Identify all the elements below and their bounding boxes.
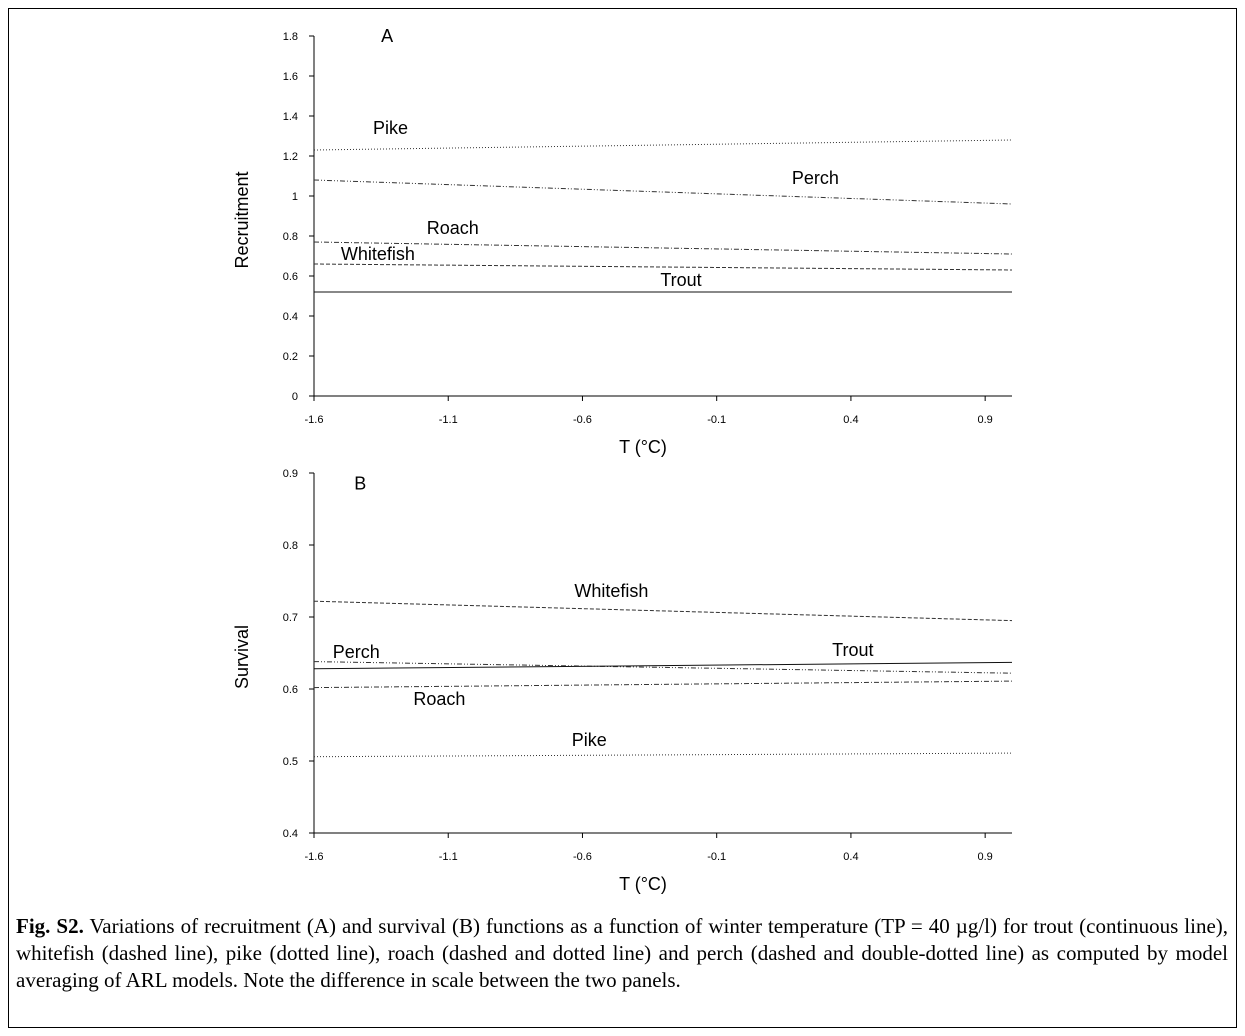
x-tick-label: -0.1: [707, 851, 726, 863]
y-tick-label: 1.6: [283, 71, 298, 83]
y-tick-label: 0.7: [283, 612, 298, 624]
y-tick-label: 0.6: [283, 684, 298, 696]
series-perch-label: Perch: [333, 642, 380, 662]
y-tick-label: 0.6: [283, 271, 298, 283]
figure-plots: 0 0.2 0.4 0.6 0.8 1 1.2 1.4 1.6 1.8 -1.6 -1.1 -0.6 -0…: [232, 26, 1013, 894]
series-perch-label: Perch: [792, 168, 839, 188]
x-tick-label: 0.9: [978, 851, 993, 863]
figure-frame: [8, 8, 1237, 1028]
series-pike-line: [313, 752, 1013, 758]
y-tick-label: 0: [292, 391, 298, 403]
recruitment-chart: 0 0.2 0.4 0.6 0.8 1 1.2 1.4 1.6 1.8 -1.6 -1.1 -0.6 -0…: [232, 26, 1013, 457]
x-tick-label: 0.4: [843, 851, 858, 863]
y-tick-label: 1: [292, 191, 298, 203]
x-tick-label: -0.6: [573, 851, 592, 863]
y-tick-label: 0.9: [283, 468, 298, 480]
x-tick-label: -0.1: [707, 414, 726, 426]
y-tick-label: 0.8: [283, 231, 298, 243]
x-axis-label: T (°C): [619, 874, 667, 894]
panel-label: A: [381, 26, 393, 46]
series-roach-label: Roach: [427, 218, 479, 238]
series-whitefish-line: [313, 263, 1013, 271]
series-trout-line: [313, 661, 1013, 670]
figure-caption: Fig. S2. Variations of recruitment (A) a…: [16, 913, 1228, 994]
series-perch-line: [313, 179, 1013, 205]
x-tick-label: -0.6: [573, 414, 592, 426]
series-trout-label: Trout: [660, 270, 701, 290]
series-whitefish-label: Whitefish: [574, 581, 648, 601]
y-tick-label: 0.8: [283, 540, 298, 552]
series-roach-line: [313, 680, 1013, 689]
series-whitefish-label: Whitefish: [341, 244, 415, 264]
x-tick-label: -1.1: [439, 851, 458, 863]
y-axis-label: Survival: [232, 625, 252, 689]
y-axis-label: Recruitment: [232, 171, 252, 268]
caption-figure-number: Fig. S2.: [16, 914, 84, 938]
y-tick-label: 0.4: [283, 828, 298, 840]
survival-chart: 0.4 0.5 0.6 0.7 0.8 0.9 -1.6 -1.1 -0.6 -0.1 0.4 0.9…: [232, 468, 1013, 894]
caption-text: Variations of recruitment (A) and surviv…: [16, 914, 1229, 992]
x-tick-label: -1.6: [305, 851, 324, 863]
y-tick-label: 0.5: [283, 756, 298, 768]
series-roach-label: Roach: [413, 689, 465, 709]
axes: 0 0.2 0.4 0.6 0.8 1 1.2 1.4 1.6 1.8 -1.6 -1.1 -0.6 -0…: [232, 26, 1012, 457]
x-tick-label: -1.6: [305, 414, 324, 426]
series-roach-line: [313, 241, 1013, 255]
series-whitefish-line: [313, 600, 1013, 622]
y-tick-label: 1.4: [283, 111, 298, 123]
x-tick-label: -1.1: [439, 414, 458, 426]
y-tick-label: 0.4: [283, 311, 298, 323]
series-pike-label: Pike: [572, 730, 607, 750]
axes: 0.4 0.5 0.6 0.7 0.8 0.9 -1.6 -1.1 -0.6 -0.1 0.4 0.9…: [232, 468, 1012, 894]
panel-label: B: [354, 474, 366, 494]
y-tick-label: 1.8: [283, 31, 298, 43]
y-tick-label: 1.2: [283, 151, 298, 163]
y-tick-label: 0.2: [283, 351, 298, 363]
x-tick-label: 0.4: [843, 414, 858, 426]
x-tick-label: 0.9: [978, 414, 993, 426]
series-pike-line: [313, 139, 1013, 151]
series-trout-label: Trout: [832, 640, 873, 660]
series-pike-label: Pike: [373, 118, 408, 138]
x-axis-label: T (°C): [619, 437, 667, 457]
